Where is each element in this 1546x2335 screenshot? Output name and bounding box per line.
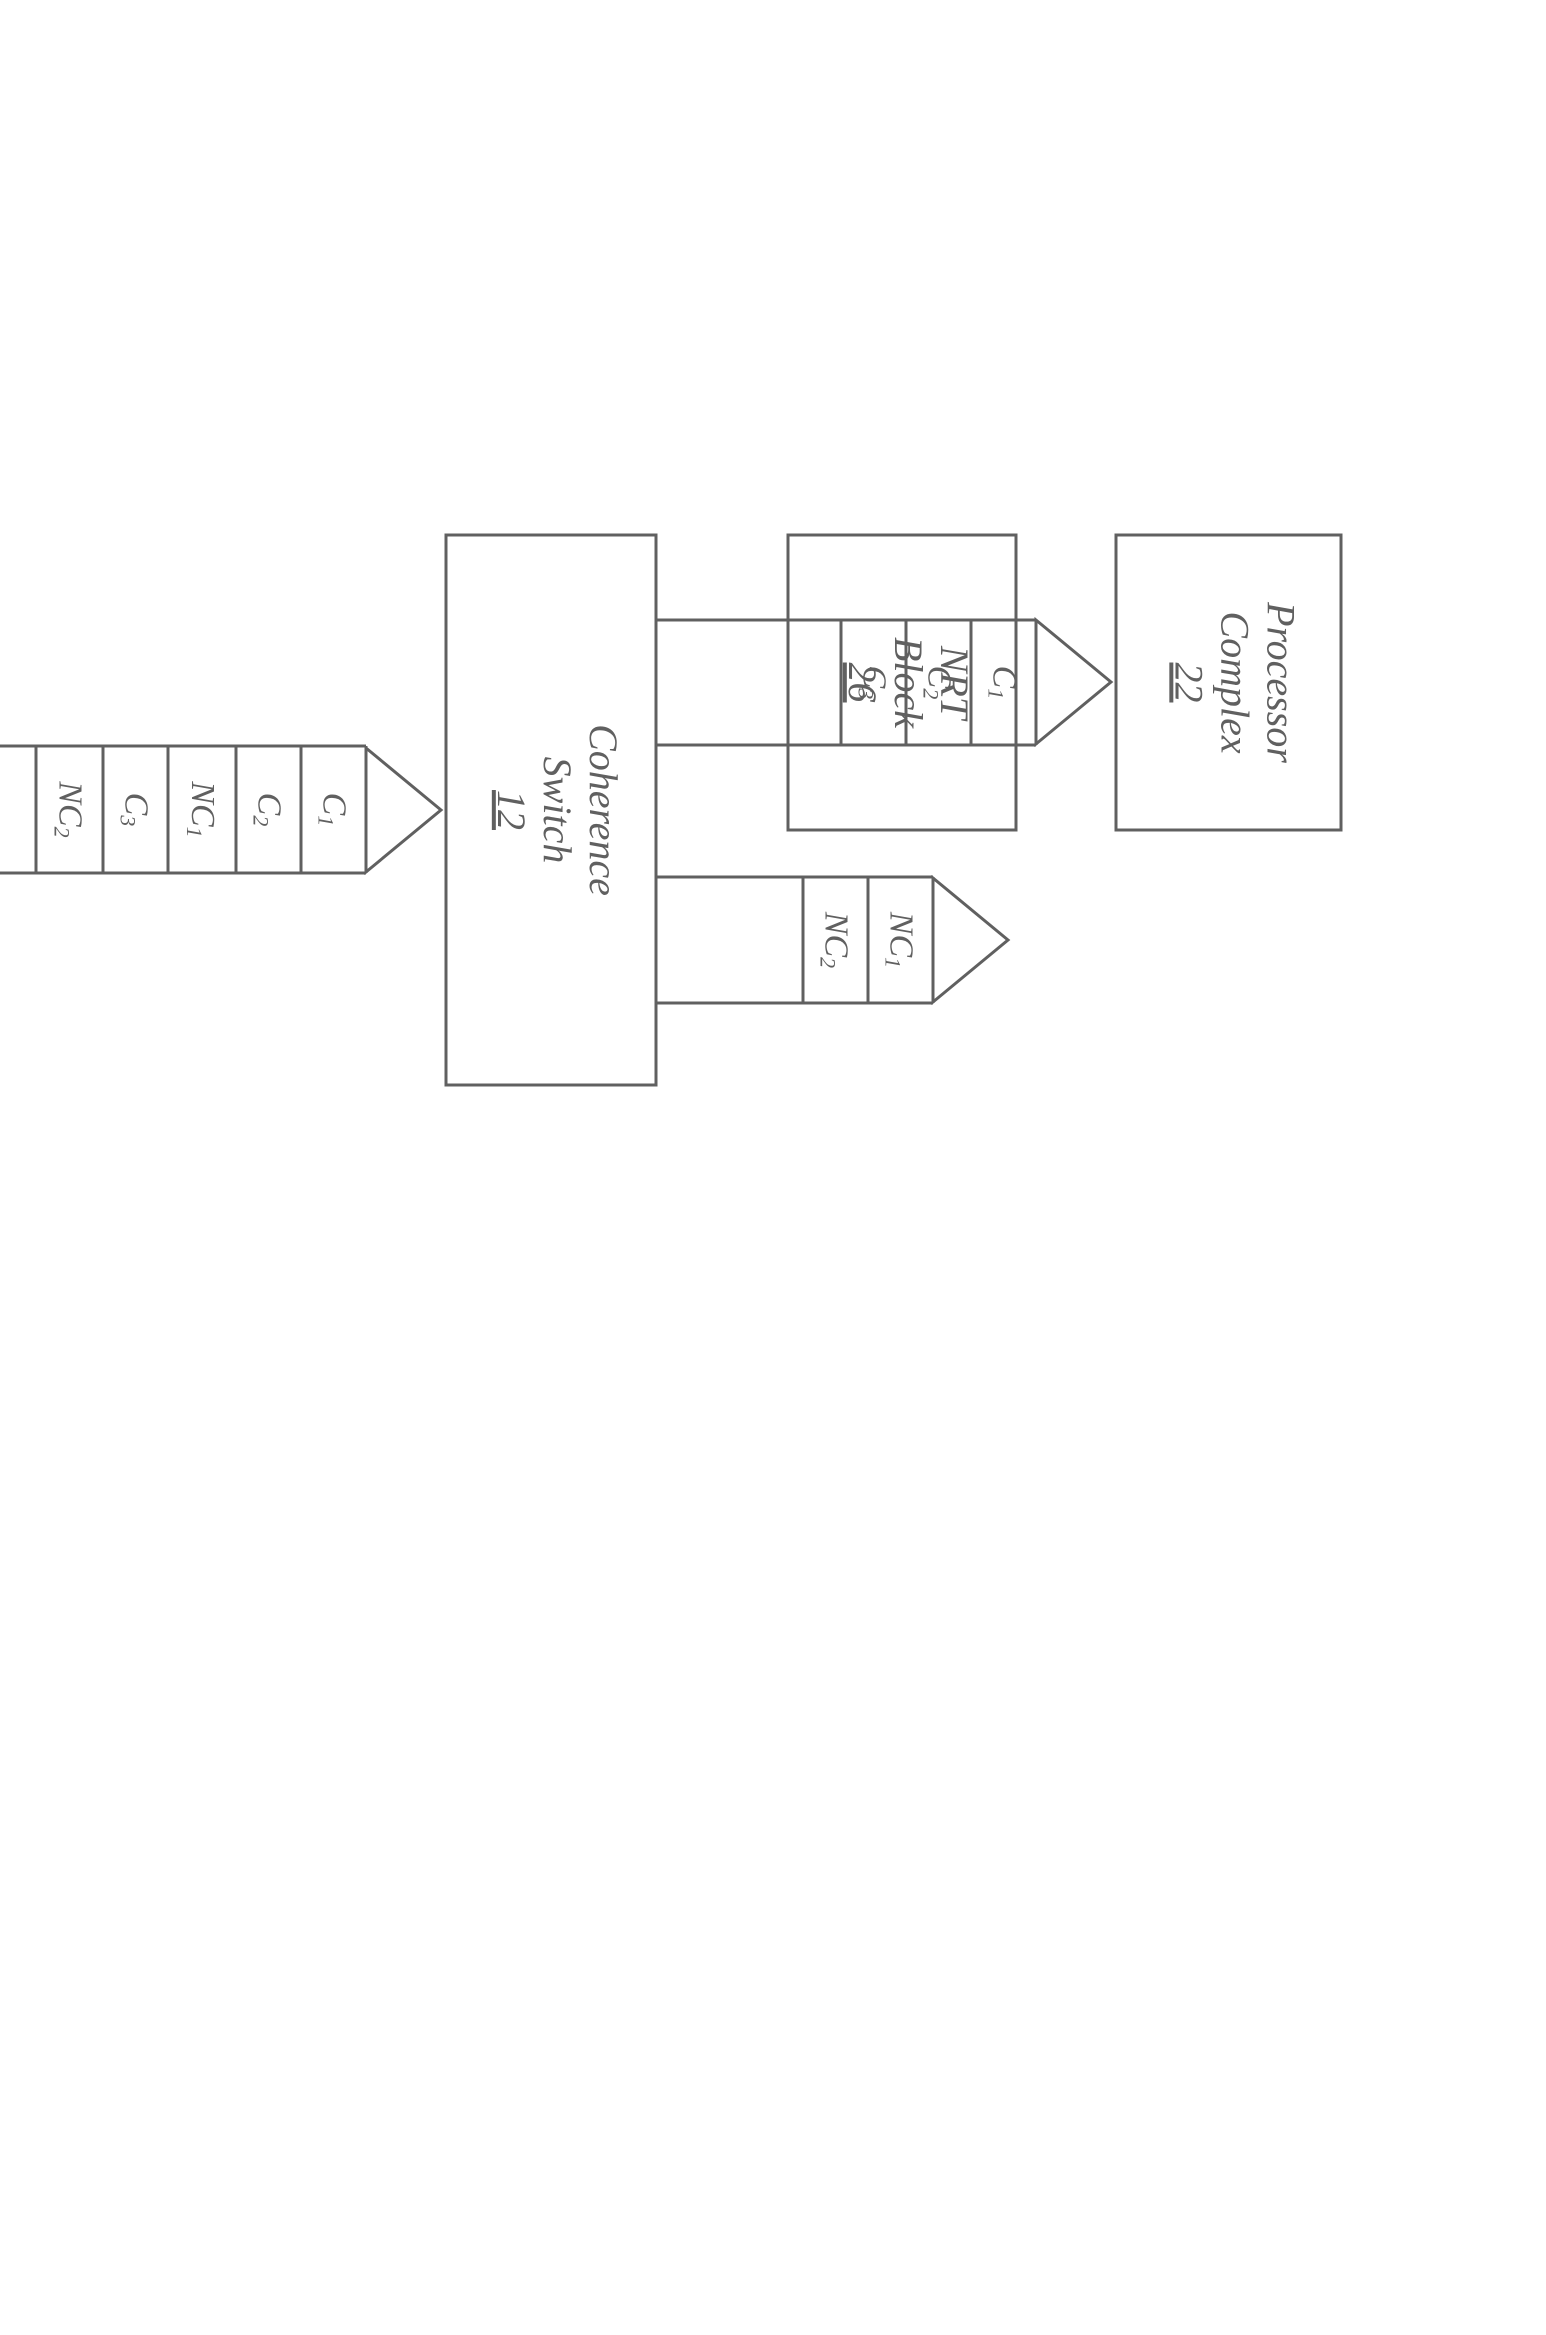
processor_complex-block: ProcessorComplex22 (1116, 535, 1341, 830)
mux_to_switch-cell-3-label: C3 (115, 793, 154, 827)
mux_to_switch-cell-4-label: NC2 (49, 780, 88, 837)
switch_to_proc-arrowhead-icon (1036, 620, 1111, 744)
diagram-svg: Multiplexer14CoherenceSwitch12ProcessorC… (0, 0, 1546, 2335)
switch_to_nrt-cell-1-label: NC2 (815, 911, 854, 968)
processor_complex-ref: 22 (1166, 663, 1211, 703)
switch_to_nrt-channel: NC1 NC2 (656, 877, 1008, 1003)
mux_to_switch-cell-2-label: NC1 (182, 780, 221, 837)
mux_to_switch-cell-1-label: C2 (248, 793, 287, 827)
processor_complex-label: Complex (1212, 611, 1257, 753)
coherence_switch-label: Switch (535, 757, 580, 864)
switch_to_nrt-cell-0-label: NC1 (880, 911, 919, 968)
nrt_block-block: NRTBlock26 (788, 535, 1016, 830)
mux_to_switch-cell-0-label: C1 (313, 793, 352, 827)
processor_complex-label: Processor (1258, 601, 1303, 763)
coherence_switch-block: CoherenceSwitch12 (446, 535, 656, 1085)
mux_to_switch-cell-5-label: . . . (0, 788, 23, 831)
coherence_switch-ref: 12 (489, 790, 534, 830)
switch_to_nrt-arrowhead-icon (933, 878, 1008, 1002)
coherence_switch-label: Coherence (581, 724, 626, 896)
mux_to_switch-channel: C1 C2 NC1 C3 NC2 . . . (0, 746, 441, 873)
mux_to_switch-arrowhead-icon (366, 748, 441, 872)
switch_to_proc-channel: C1C2C3 (656, 620, 1111, 745)
